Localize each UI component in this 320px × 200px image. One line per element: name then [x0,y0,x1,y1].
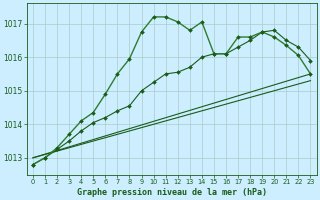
X-axis label: Graphe pression niveau de la mer (hPa): Graphe pression niveau de la mer (hPa) [77,188,267,197]
